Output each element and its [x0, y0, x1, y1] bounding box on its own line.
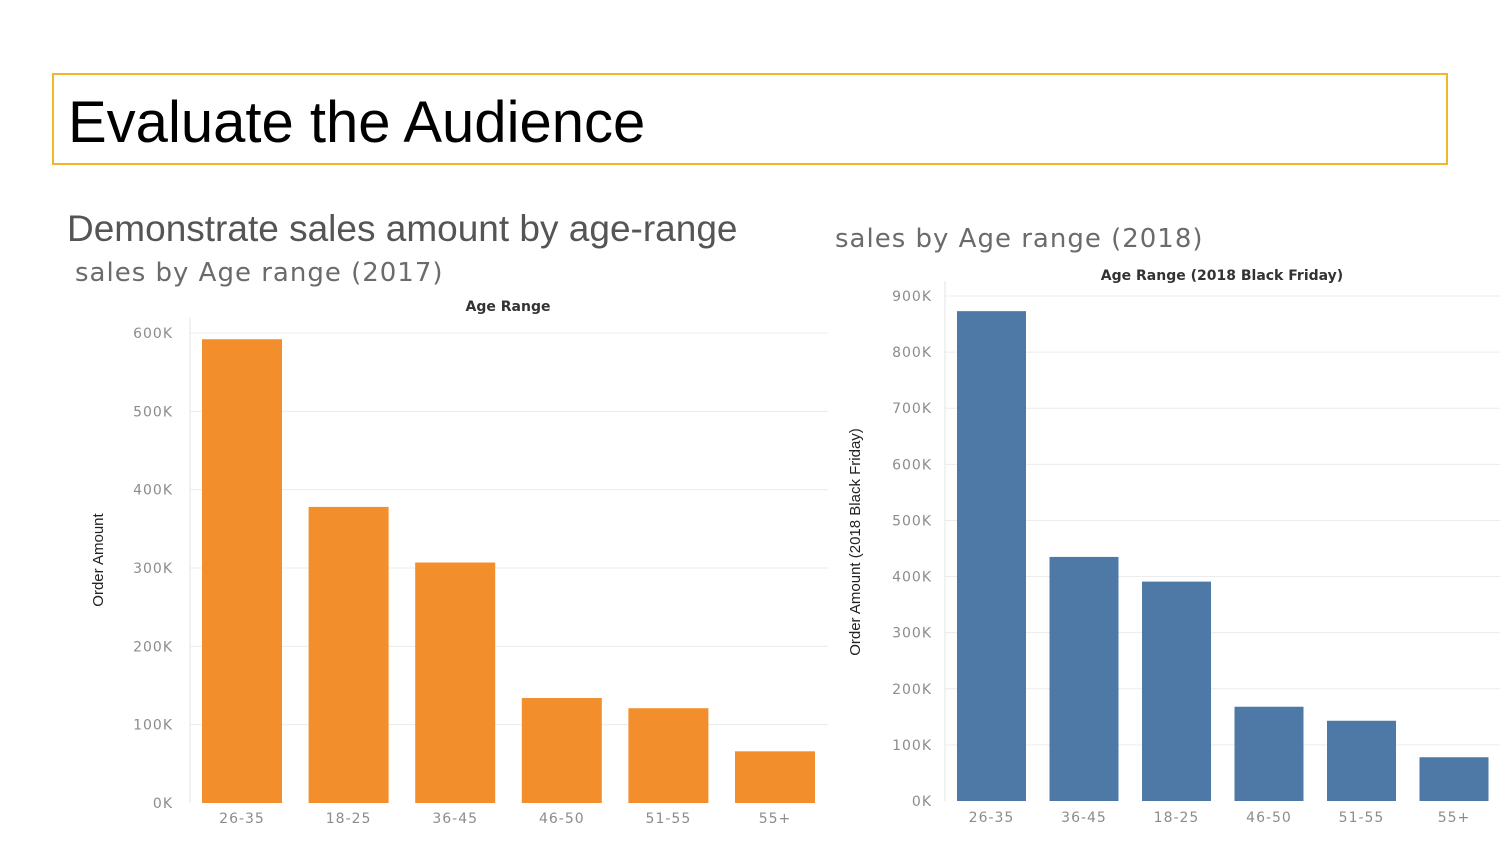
y-tick-label-2017-2: 200K	[133, 639, 173, 655]
y-axis-label-2018: Order Amount (2018 Black Friday)	[847, 428, 864, 656]
y-tick-label-2018-3: 300K	[892, 626, 932, 642]
y-tick-label-2018-6: 600K	[892, 457, 932, 473]
y-tick-label-2017-3: 300K	[133, 561, 173, 577]
y-axis-label-2017: Order Amount	[90, 512, 107, 606]
y-tick-label-2018-7: 700K	[892, 401, 932, 417]
bar-2017-55+	[735, 751, 815, 803]
slide-title: Evaluate the Audience	[68, 90, 646, 155]
bar-2018-18-25	[1142, 581, 1211, 801]
x-tick-label-2018-51-55: 51-55	[1339, 810, 1385, 826]
y-tick-label-2017-6: 600K	[133, 326, 173, 342]
x-tick-label-2017-51-55: 51-55	[646, 811, 692, 827]
bar-2018-51-55	[1327, 720, 1396, 801]
x-tick-label-2018-36-45: 36-45	[1061, 810, 1107, 826]
bar-2017-26-35	[202, 339, 282, 803]
bar-2017-46-50	[521, 698, 602, 803]
bar-2018-26-35	[957, 311, 1026, 801]
bar-2018-46-50	[1234, 706, 1304, 801]
y-tick-label-2018-2: 200K	[892, 682, 932, 698]
y-tick-label-2017-0: 0K	[153, 796, 173, 812]
bar-2017-18-25	[308, 506, 389, 803]
x-tick-label-2017-55+: 55+	[759, 811, 792, 827]
chart-title-2017: Age Range	[466, 299, 551, 315]
x-tick-label-2017-26-35: 26-35	[219, 811, 265, 827]
y-tick-label-2018-5: 500K	[892, 513, 932, 529]
y-tick-label-2018-0: 0K	[912, 794, 932, 810]
x-tick-label-2018-18-25: 18-25	[1154, 810, 1200, 826]
chart-caption-2017: sales by Age range (2017)	[75, 258, 444, 288]
y-tick-label-2018-8: 800K	[892, 345, 932, 361]
x-tick-label-2018-26-35: 26-35	[969, 810, 1015, 826]
chart-caption-2018: sales by Age range (2018)	[835, 224, 1204, 254]
x-tick-label-2017-36-45: 36-45	[432, 811, 478, 827]
bar-2018-36-45	[1049, 556, 1119, 801]
y-tick-label-2017-4: 400K	[133, 483, 173, 499]
x-tick-label-2018-46-50: 46-50	[1246, 810, 1292, 826]
bar-2017-51-55	[628, 708, 709, 803]
slide-subtitle: Demonstrate sales amount by age-range	[67, 208, 738, 249]
x-tick-label-2018-55+: 55+	[1438, 810, 1471, 826]
y-tick-label-2018-1: 100K	[892, 738, 932, 754]
x-tick-label-2017-46-50: 46-50	[539, 811, 585, 827]
y-tick-label-2018-9: 900K	[892, 289, 932, 305]
y-tick-label-2017-1: 100K	[133, 718, 173, 734]
bar-2017-36-45	[415, 562, 496, 803]
bar-2018-55+	[1419, 757, 1489, 801]
title-box: Evaluate the Audience	[52, 73, 1448, 165]
x-tick-label-2017-18-25: 18-25	[326, 811, 372, 827]
y-tick-label-2017-5: 500K	[133, 404, 173, 420]
chart-title-2018: Age Range (2018 Black Friday)	[1101, 268, 1343, 284]
y-tick-label-2018-4: 400K	[892, 570, 932, 586]
